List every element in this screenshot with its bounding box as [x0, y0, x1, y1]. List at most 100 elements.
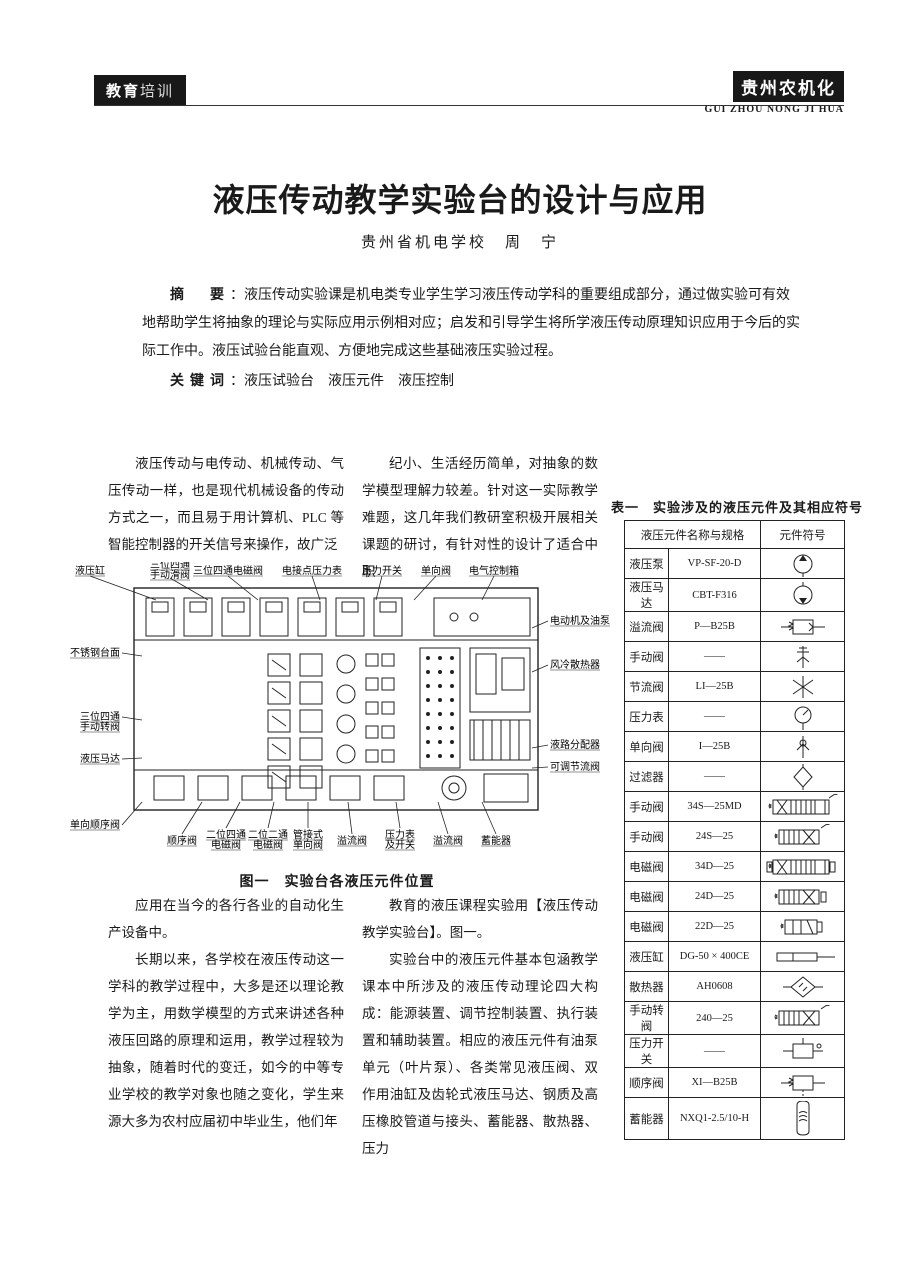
cell-spec: 34D—25	[669, 852, 761, 882]
cell-spec: 24D—25	[669, 882, 761, 912]
cell-symbol	[761, 549, 845, 579]
cell-symbol	[761, 732, 845, 762]
table-row: 过滤器——	[625, 762, 845, 792]
cell-spec: 34S—25MD	[669, 792, 761, 822]
cell-name: 手动阀	[625, 642, 669, 672]
cell-symbol	[761, 702, 845, 732]
keywords-label: 关键词	[170, 374, 230, 389]
keywords-body: ：液压试验台 液压元件 液压控制	[230, 374, 454, 389]
author-line: 贵州省机电学校 周 宁	[0, 231, 920, 252]
article-title: 液压传动教学实验台的设计与应用	[0, 175, 920, 221]
cell-spec: ——	[669, 642, 761, 672]
cell-spec: 240—25	[669, 1002, 761, 1035]
cell-spec: AH0608	[669, 972, 761, 1002]
cell-spec: XI—B25B	[669, 1068, 761, 1098]
cell-symbol	[761, 1068, 845, 1098]
svg-text:电磁阀: 电磁阀	[211, 838, 241, 851]
cell-symbol	[761, 792, 845, 822]
table-row: 手动转阀240—25	[625, 1002, 845, 1035]
cell-spec: DG-50 × 400CE	[669, 942, 761, 972]
svg-text:电气控制箱: 电气控制箱	[469, 564, 519, 577]
col1-upper: 液压传动与电传动、机械传动、气压传动一样，也是现代机械设备的传动方式之一，而且易…	[108, 450, 344, 558]
cell-spec: I—25B	[669, 732, 761, 762]
svg-text:电接点压力表: 电接点压力表	[282, 564, 342, 577]
header-rule	[94, 105, 844, 106]
svg-text:电动机及油泵: 电动机及油泵	[550, 614, 610, 627]
table-row: 压力表——	[625, 702, 845, 732]
cell-symbol	[761, 942, 845, 972]
table-row: 手动阀34S—25MD	[625, 792, 845, 822]
abstract-label: 摘 要	[170, 288, 230, 303]
table-body: 液压泵VP-SF-20-D液压马达CBT-F316溢流阀P—B25B手动阀——节…	[625, 549, 845, 1140]
cell-name: 液压马达	[625, 579, 669, 612]
svg-text:液压马达: 液压马达	[80, 752, 120, 765]
cell-symbol	[761, 612, 845, 642]
cell-spec: 24S—25	[669, 822, 761, 852]
svg-text:单向阀: 单向阀	[421, 564, 451, 577]
col1b-p2: 长期以来，各学校在液压传动这一学科的教学过程中，大多是还以理论教学为主，用数学模…	[108, 946, 344, 1135]
cell-name: 节流阀	[625, 672, 669, 702]
table-row: 溢流阀P—B25B	[625, 612, 845, 642]
cell-symbol	[761, 579, 845, 612]
table-row: 单向阀I—25B	[625, 732, 845, 762]
section-label-bold: 教育	[106, 83, 140, 100]
table-row: 液压缸DG-50 × 400CE	[625, 942, 845, 972]
cell-name: 溢流阀	[625, 612, 669, 642]
table-row: 电磁阀22D—25	[625, 912, 845, 942]
table-row: 节流阀LI—25B	[625, 672, 845, 702]
cell-spec: NXQ1-2.5/10-H	[669, 1098, 761, 1140]
svg-text:及开关: 及开关	[385, 838, 415, 851]
cell-spec: ——	[669, 1035, 761, 1068]
svg-text:可调节流阀: 可调节流阀	[550, 760, 600, 773]
cell-name: 手动转阀	[625, 1002, 669, 1035]
svg-text:溢流阀: 溢流阀	[337, 834, 367, 847]
component-table: 液压元件名称与规格 元件符号 液压泵VP-SF-20-D液压马达CBT-F316…	[624, 520, 845, 1140]
svg-text:单向阀: 单向阀	[293, 838, 323, 851]
cell-name: 顺序阀	[625, 1068, 669, 1098]
th-symbol: 元件符号	[761, 521, 845, 549]
cell-symbol	[761, 1002, 845, 1035]
abstract-body: ：液压传动实验课是机电类专业学生学习液压传动学科的重要组成部分，通过做实验可有效…	[142, 288, 800, 359]
svg-text:手动转阀: 手动转阀	[80, 720, 120, 733]
svg-text:电磁阀: 电磁阀	[253, 838, 283, 851]
svg-text:压力开关: 压力开关	[362, 564, 402, 577]
cell-name: 手动阀	[625, 822, 669, 852]
cell-spec: LI—25B	[669, 672, 761, 702]
cell-name: 单向阀	[625, 732, 669, 762]
cell-symbol	[761, 912, 845, 942]
svg-text:风冷散热器: 风冷散热器	[550, 658, 600, 671]
cell-spec: ——	[669, 762, 761, 792]
svg-text:顺序阀: 顺序阀	[167, 834, 197, 847]
page-header: 教育培训 贵州农机化 GUI ZHOU NONG JI HUA	[0, 75, 920, 107]
cell-spec: VP-SF-20-D	[669, 549, 761, 579]
cell-name: 散热器	[625, 972, 669, 1002]
table-row: 压力开关——	[625, 1035, 845, 1068]
abstract-text: 摘 要：液压传动实验课是机电类专业学生学习液压传动学科的重要组成部分，通过做实验…	[142, 282, 802, 366]
cell-name: 电磁阀	[625, 852, 669, 882]
section-label-thin: 培训	[140, 83, 174, 100]
figure-svg: 液压缸三位四通手动滑阀三位四通电磁阀电接点压力表压力开关单向阀电气控制箱不锈钢台…	[62, 562, 610, 860]
svg-text:液压缸: 液压缸	[75, 564, 105, 577]
section-label: 教育培训	[94, 75, 186, 106]
cell-name: 液压泵	[625, 549, 669, 579]
table-row: 蓄能器NXQ1-2.5/10-H	[625, 1098, 845, 1140]
cell-symbol	[761, 972, 845, 1002]
col1a-text: 液压传动与电传动、机械传动、气压传动一样，也是现代机械设备的传动方式之一，而且易…	[108, 450, 344, 558]
col2b-p1: 教育的液压课程实验用【液压传动教学实验台】。图一。	[362, 892, 598, 946]
svg-text:溢流阀: 溢流阀	[433, 834, 463, 847]
svg-text:不锈钢台面: 不锈钢台面	[70, 646, 120, 659]
table-row: 电磁阀34D—25	[625, 852, 845, 882]
cell-spec: 22D—25	[669, 912, 761, 942]
table-row: 液压马达CBT-F316	[625, 579, 845, 612]
svg-text:蓄能器: 蓄能器	[481, 834, 511, 847]
col2-lower: 教育的液压课程实验用【液压传动教学实验台】。图一。 实验台中的液压元件基本包涵教…	[362, 892, 598, 1162]
cell-symbol	[761, 822, 845, 852]
table-row: 手动阀24S—25	[625, 822, 845, 852]
svg-text:手动滑阀: 手动滑阀	[150, 568, 190, 581]
table-row: 电磁阀24D—25	[625, 882, 845, 912]
cell-symbol	[761, 882, 845, 912]
cell-symbol	[761, 852, 845, 882]
keywords-line: 关键词：液压试验台 液压元件 液压控制	[142, 368, 802, 396]
journal-cn: 贵州农机化	[733, 71, 844, 102]
col1b-p1: 应用在当今的各行各业的自动化生产设备中。	[108, 892, 344, 946]
